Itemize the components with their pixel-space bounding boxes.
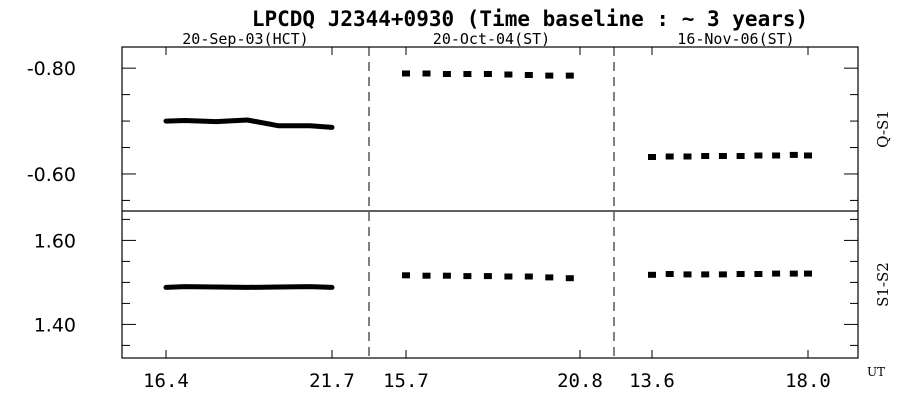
data-point xyxy=(504,273,513,280)
session-label: 16-Nov-06(ST) xyxy=(677,30,794,48)
data-point xyxy=(524,273,533,280)
data-point xyxy=(648,154,656,160)
x-tick-label: 16.4 xyxy=(143,370,189,392)
data-point xyxy=(754,152,763,159)
data-point xyxy=(754,271,763,277)
data-point xyxy=(683,271,692,278)
data-point xyxy=(804,152,812,159)
data-point xyxy=(772,270,781,277)
x-tick-label: 15.7 xyxy=(383,370,429,392)
x-tick-label: 18.0 xyxy=(785,370,831,392)
data-point xyxy=(665,153,674,160)
data-point xyxy=(683,153,692,160)
data-point xyxy=(524,72,533,78)
data-point xyxy=(422,70,431,77)
series-line xyxy=(163,284,335,290)
data-point xyxy=(736,153,745,159)
y-tick-label: 1.60 xyxy=(34,230,76,252)
y-tick-label: -0.60 xyxy=(27,164,76,186)
data-point xyxy=(789,151,798,158)
chart-title: LPCDQ J2344+0930 (Time baseline : ~ 3 ye… xyxy=(252,7,808,31)
data-point xyxy=(463,273,472,280)
data-point xyxy=(483,273,492,280)
data-point xyxy=(701,153,710,159)
x-axis-label: UT xyxy=(867,365,885,379)
panel-label: S1-S2 xyxy=(874,262,892,307)
data-point xyxy=(442,272,451,279)
data-point xyxy=(565,275,574,282)
x-tick-label: 20.8 xyxy=(557,370,603,392)
session-label: 20-Sep-03(HCT) xyxy=(182,30,308,48)
data-point xyxy=(402,272,410,279)
data-point xyxy=(736,271,745,277)
data-point xyxy=(504,71,513,78)
data-point xyxy=(422,272,431,279)
data-point xyxy=(442,71,451,77)
panel-label: Q-S1 xyxy=(874,110,892,148)
data-point xyxy=(402,70,410,77)
session-label: 20-Oct-04(ST) xyxy=(433,30,550,48)
data-point xyxy=(648,271,656,278)
y-tick-label: -0.80 xyxy=(27,58,76,80)
data-point xyxy=(565,72,574,79)
data-point xyxy=(718,153,727,159)
data-point xyxy=(701,271,710,278)
plot-frame xyxy=(121,46,859,359)
data-point xyxy=(545,274,554,281)
data-point xyxy=(804,270,812,277)
y-tick-label: 1.40 xyxy=(34,314,76,336)
data-point xyxy=(545,72,554,79)
data-point xyxy=(463,71,472,77)
data-point xyxy=(789,270,798,277)
data-point xyxy=(718,271,727,278)
series-line xyxy=(163,117,335,130)
data-point xyxy=(665,271,674,277)
x-tick-label: 21.7 xyxy=(309,370,355,392)
x-tick-label: 13.6 xyxy=(629,370,675,392)
data-point xyxy=(483,71,492,77)
data-point xyxy=(772,152,781,159)
